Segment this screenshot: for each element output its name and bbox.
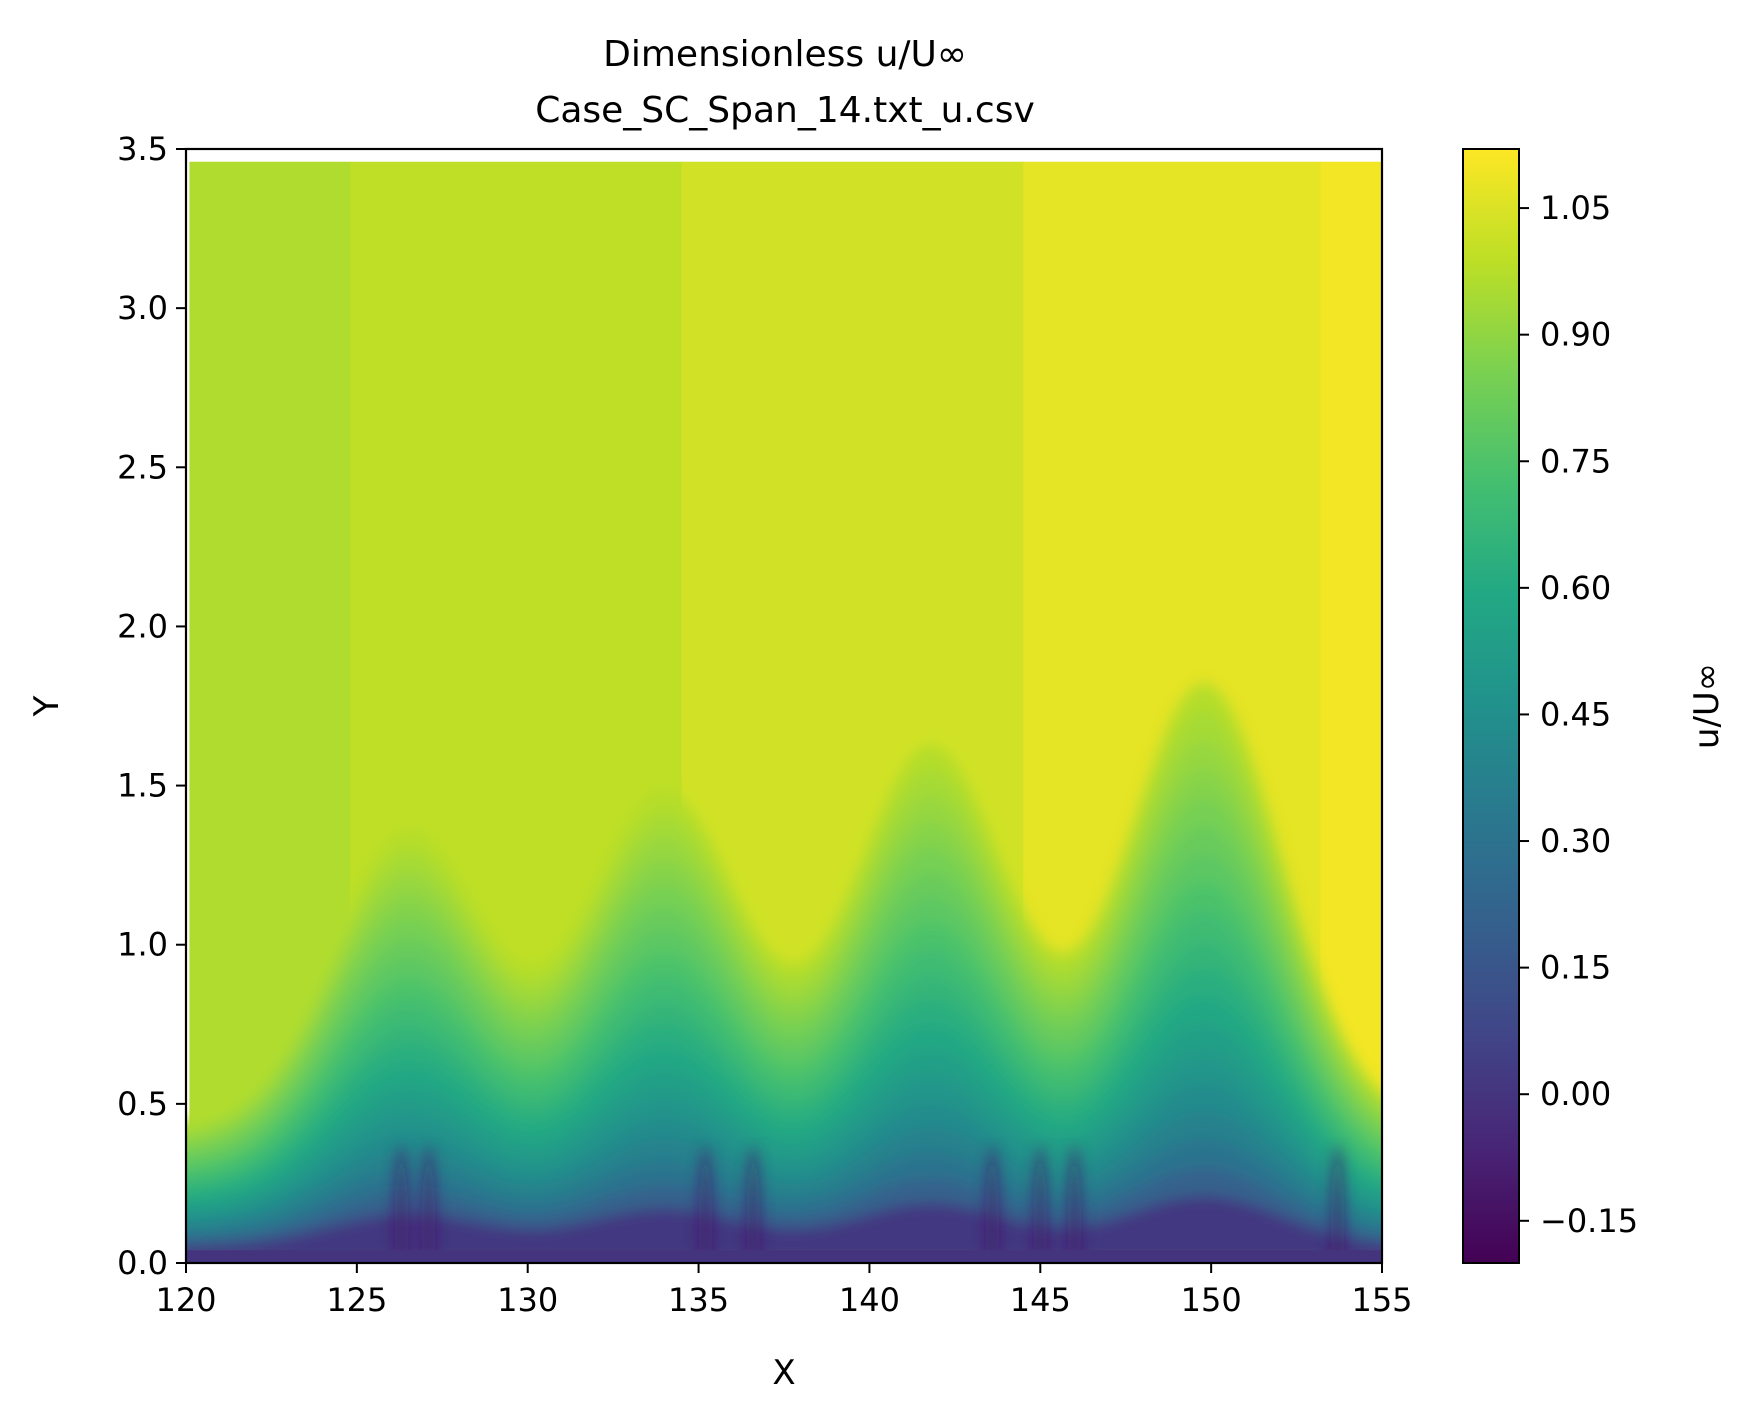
low-speed-streak (746, 1145, 761, 1263)
y-tick-label: 0.0 (117, 1244, 168, 1282)
colorbar-tick-label: 0.90 (1540, 316, 1611, 354)
x-axis-label: X (772, 1353, 795, 1393)
y-tick-label: 2.0 (117, 607, 168, 645)
chart-title: Dimensionless u/U∞ (603, 34, 967, 75)
y-tick-label: 1.5 (117, 767, 168, 805)
colorbar-tick-label: 0.75 (1540, 442, 1611, 480)
x-tick-label: 145 (1010, 1281, 1071, 1319)
low-speed-streak (698, 1145, 713, 1263)
colorbar-tick-label: 0.45 (1540, 695, 1611, 733)
plot-area (186, 161, 1382, 1263)
x-tick-label: 155 (1351, 1281, 1412, 1319)
x-tick-label: 130 (497, 1281, 558, 1319)
chart-subtitle: Case_SC_Span_14.txt_u.csv (535, 90, 1035, 131)
boundary-layer (186, 683, 1382, 1263)
low-speed-streak (394, 1145, 409, 1263)
x-tick-label: 135 (668, 1281, 729, 1319)
y-axis: 0.0 0.5 1.0 1.5 2.0 2.5 3.0 3.5 (117, 130, 186, 1282)
colorbar-tick-label: 0.15 (1540, 949, 1611, 987)
low-speed-streak (1067, 1145, 1082, 1263)
velocity-field (186, 161, 1382, 1263)
x-tick-label: 125 (326, 1281, 387, 1319)
x-tick-label: 140 (839, 1281, 900, 1319)
x-tick-label: 150 (1181, 1281, 1242, 1319)
colorbar-tick-label: 1.05 (1540, 189, 1611, 227)
y-tick-label: 3.0 (117, 289, 168, 327)
colorbar (1462, 148, 1520, 1264)
x-tick-label: 120 (155, 1281, 216, 1319)
colorbar-tick-label: −0.15 (1540, 1202, 1638, 1240)
low-speed-streak (421, 1145, 436, 1263)
low-speed-streak (985, 1145, 1000, 1263)
y-tick-label: 0.5 (117, 1085, 168, 1123)
y-tick-label: 2.5 (117, 448, 168, 486)
y-axis-label: Y (27, 695, 67, 717)
low-speed-streaks (394, 1145, 1345, 1263)
colorbar-tick-label: 0.00 (1540, 1075, 1611, 1113)
colorbar-tick-label: 0.30 (1540, 822, 1611, 860)
low-speed-streak (1330, 1145, 1345, 1263)
x-axis: 120 125 130 135 140 145 150 155 (155, 1263, 1413, 1319)
y-tick-label: 3.5 (117, 130, 168, 168)
y-tick-label: 1.0 (117, 926, 168, 964)
colorbar-tick-label: 0.60 (1540, 569, 1611, 607)
plot-frame (184, 147, 1384, 1265)
wall-layer (186, 1250, 1382, 1263)
colorbar-ticks: −0.15 0.00 0.15 0.30 0.45 0.60 0.75 0.90 1.05 (1519, 189, 1638, 1240)
colorbar-label: u/U∞ (1687, 663, 1727, 749)
low-speed-streak (1033, 1145, 1048, 1263)
contour-layer (186, 1196, 1382, 1263)
